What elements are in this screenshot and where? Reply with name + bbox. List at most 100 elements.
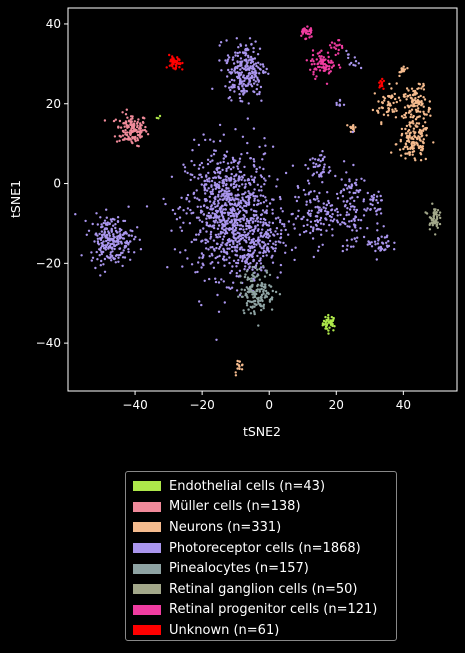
data-point — [325, 229, 328, 232]
data-point — [414, 159, 417, 162]
data-point — [268, 300, 272, 303]
data-point — [205, 189, 209, 192]
data-point — [319, 222, 323, 225]
data-point — [227, 286, 230, 289]
data-point — [252, 191, 255, 194]
data-point — [409, 115, 412, 119]
data-point — [221, 193, 224, 196]
data-point — [435, 215, 439, 219]
data-point — [233, 68, 236, 71]
data-point — [348, 191, 351, 194]
data-point — [249, 217, 252, 220]
data-point — [269, 228, 272, 231]
data-point — [284, 251, 287, 254]
data-point — [314, 165, 317, 168]
data-point — [399, 99, 402, 102]
data-point — [209, 262, 212, 265]
data-point — [422, 138, 425, 141]
data-point — [327, 313, 330, 317]
data-point — [425, 113, 428, 116]
data-point — [116, 235, 119, 238]
data-point — [274, 240, 277, 243]
data-point — [233, 90, 236, 93]
data-point — [113, 236, 117, 239]
data-point — [204, 138, 207, 142]
data-point — [201, 220, 204, 223]
data-point — [228, 86, 231, 89]
data-point — [225, 167, 228, 171]
x-tick-label: 40 — [396, 398, 411, 412]
data-point — [418, 128, 422, 132]
y-tick-label: 0 — [53, 177, 61, 191]
data-point — [197, 143, 201, 147]
data-point — [264, 179, 267, 182]
data-point — [350, 183, 353, 186]
data-point — [414, 97, 417, 100]
data-point — [91, 256, 95, 259]
data-point — [346, 207, 349, 210]
data-point — [228, 239, 232, 243]
data-point — [253, 292, 256, 295]
data-point — [263, 211, 266, 214]
data-point — [126, 124, 130, 127]
data-point — [249, 288, 252, 291]
data-point — [410, 145, 414, 149]
data-point — [252, 180, 256, 184]
data-point — [208, 177, 211, 180]
data-point — [252, 158, 255, 161]
data-point — [267, 236, 270, 239]
data-point — [393, 92, 396, 96]
data-point — [406, 134, 409, 138]
data-point — [380, 121, 383, 124]
data-point — [95, 250, 98, 254]
data-point — [171, 65, 174, 68]
data-point — [257, 203, 260, 206]
data-point — [198, 219, 201, 222]
data-point — [208, 180, 211, 183]
data-point — [214, 277, 217, 280]
data-point — [248, 37, 252, 40]
data-point — [224, 243, 227, 246]
data-point — [259, 213, 263, 217]
data-point — [195, 216, 199, 219]
data-point — [186, 207, 190, 210]
data-point — [222, 182, 226, 185]
data-point — [236, 165, 239, 168]
data-point — [398, 74, 401, 78]
data-point — [102, 247, 106, 250]
data-point — [330, 41, 334, 44]
data-point — [282, 241, 285, 245]
data-point — [305, 230, 308, 233]
data-point — [424, 121, 427, 124]
data-point — [260, 185, 263, 188]
data-point — [329, 70, 332, 73]
data-point — [248, 255, 251, 258]
data-point — [262, 292, 265, 295]
data-point — [116, 231, 119, 234]
data-point — [252, 271, 255, 275]
data-point — [318, 69, 322, 72]
data-point — [242, 92, 245, 95]
data-point — [220, 69, 223, 72]
legend-item: Neurons (n=331) — [133, 517, 396, 538]
data-point — [325, 82, 329, 86]
data-point — [220, 250, 223, 253]
data-point — [336, 44, 339, 47]
data-point — [279, 207, 283, 210]
data-point — [260, 269, 263, 272]
data-point — [258, 72, 261, 75]
data-point — [352, 245, 355, 248]
data-point — [228, 202, 232, 205]
data-point — [327, 329, 330, 332]
data-point — [435, 218, 438, 222]
data-point — [310, 63, 314, 66]
data-point — [198, 173, 201, 176]
data-point — [237, 198, 240, 201]
data-point — [131, 141, 134, 145]
data-point — [255, 243, 258, 246]
data-point — [256, 216, 259, 220]
series-7 — [165, 53, 386, 91]
data-point — [317, 200, 320, 203]
data-point — [212, 266, 216, 269]
data-point — [204, 192, 207, 195]
